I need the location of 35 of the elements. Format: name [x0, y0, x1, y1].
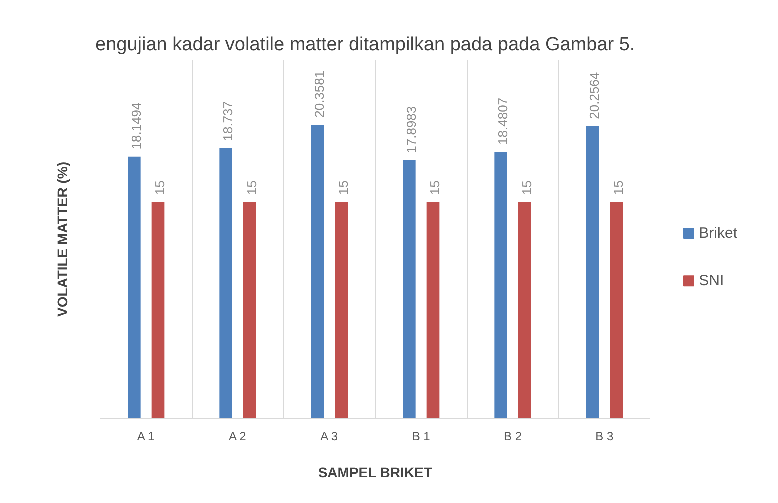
data-label: 15	[152, 180, 168, 196]
bar	[128, 156, 141, 418]
bar	[518, 202, 532, 418]
bar	[220, 148, 232, 418]
bar	[244, 202, 256, 418]
x-axis-title: SAMPEL BRIKET	[318, 464, 433, 480]
data-label: 17.8983	[404, 106, 419, 154]
bar	[494, 152, 508, 418]
data-label: 15	[428, 180, 443, 196]
bar	[335, 202, 348, 418]
bar	[610, 202, 623, 418]
data-label: 18.4807	[496, 98, 510, 145]
y-axis-title: VOLATILE MATTER (%)	[54, 162, 70, 318]
chart-title: engujian kadar volatile matter ditampilkan pada pada Gambar 5.	[96, 34, 636, 56]
data-label: 20.3581	[312, 70, 328, 118]
x-tick-label: A 1	[137, 430, 156, 444]
bar	[311, 125, 324, 418]
data-label: 20.2564	[587, 72, 602, 120]
x-tick-label: B 2	[504, 430, 522, 444]
x-tick-label: A 2	[228, 430, 247, 444]
data-label: 15	[244, 180, 260, 196]
bar	[152, 202, 165, 418]
x-tick-label: A 3	[320, 430, 338, 444]
bar	[426, 202, 440, 418]
data-label: 18.737	[220, 102, 236, 142]
data-label: 15	[519, 180, 534, 196]
data-label: 18.1494	[128, 102, 144, 150]
bar	[586, 126, 600, 418]
legend-label: Briket	[699, 224, 738, 242]
x-tick-label: B 3	[596, 430, 614, 444]
data-label: 15	[336, 180, 351, 196]
bar	[403, 160, 416, 418]
legend-label: SNI	[699, 272, 724, 290]
data-label: 15	[611, 180, 626, 196]
x-tick-label: B 1	[412, 430, 431, 444]
